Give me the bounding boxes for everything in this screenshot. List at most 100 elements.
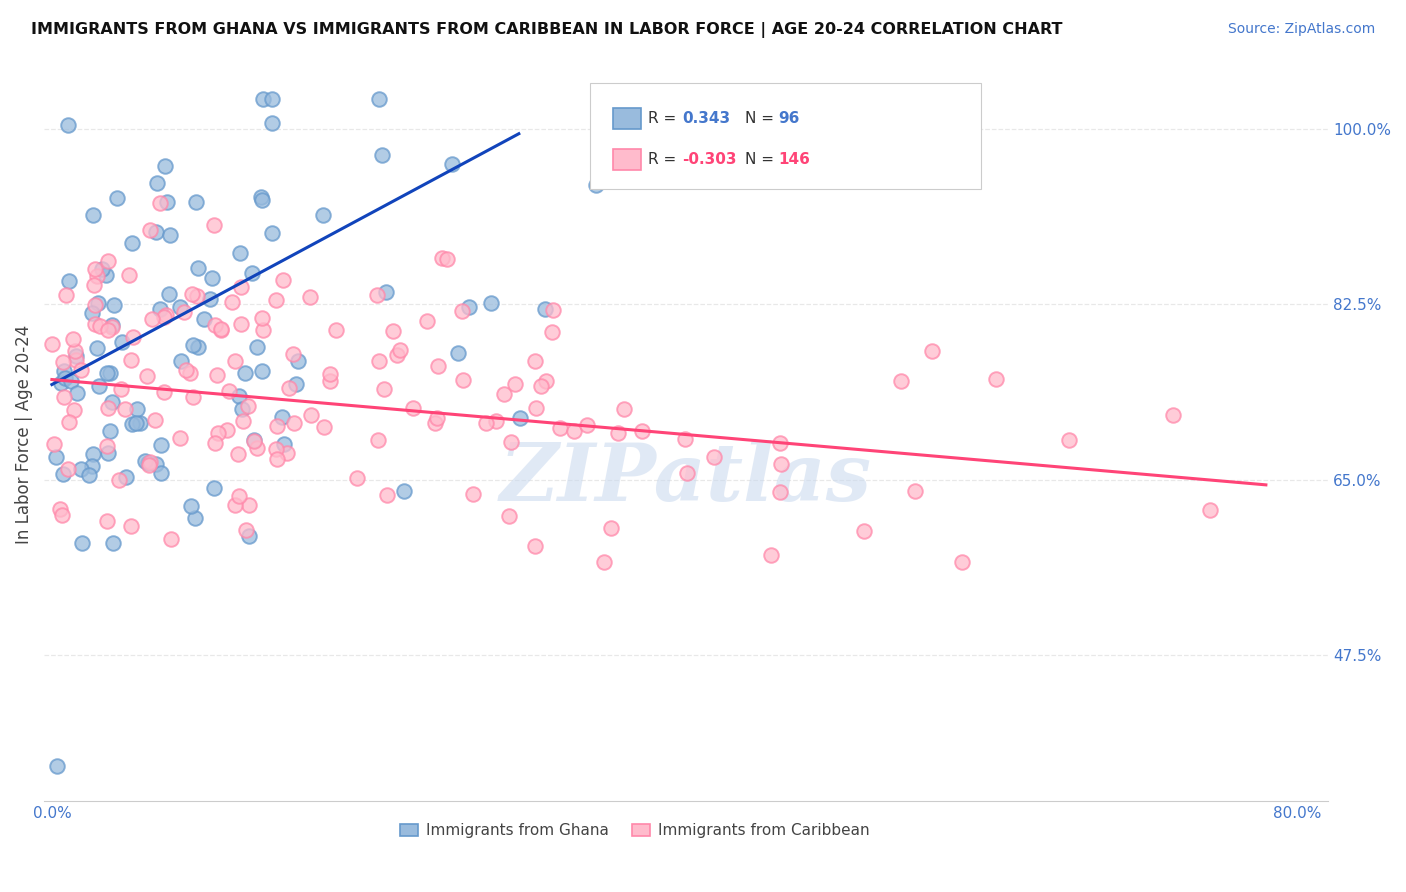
Point xyxy=(86,269,108,284)
Point xyxy=(170,353,193,368)
Point xyxy=(541,303,564,318)
Point xyxy=(184,510,207,524)
Point xyxy=(207,426,229,441)
Point xyxy=(367,354,389,368)
Point xyxy=(51,508,73,523)
Legend: Immigrants from Ghana, Immigrants from Caribbean: Immigrants from Ghana, Immigrants from C… xyxy=(394,817,876,845)
Point xyxy=(59,374,82,388)
Text: N =: N = xyxy=(745,152,779,167)
Point xyxy=(242,433,264,447)
Point xyxy=(416,314,439,328)
Point xyxy=(759,549,782,563)
Point xyxy=(198,292,221,306)
Point xyxy=(769,485,792,500)
Point xyxy=(52,467,75,481)
Point xyxy=(890,374,912,388)
Point xyxy=(70,363,93,377)
Point xyxy=(367,433,389,447)
Point xyxy=(46,759,69,773)
Point xyxy=(153,385,176,400)
Point xyxy=(262,116,284,130)
Point xyxy=(266,419,288,434)
Point xyxy=(62,403,84,417)
Point xyxy=(260,226,283,240)
Point xyxy=(266,452,288,467)
Point xyxy=(209,322,232,336)
Point xyxy=(312,208,335,222)
Point xyxy=(921,344,943,359)
Point xyxy=(207,368,229,382)
Point xyxy=(224,498,246,512)
Point xyxy=(228,447,250,461)
Point xyxy=(503,377,526,392)
Point xyxy=(375,285,398,300)
Point xyxy=(86,341,108,355)
Point xyxy=(271,410,294,425)
Point xyxy=(100,395,122,409)
Point xyxy=(287,354,309,368)
Point xyxy=(319,367,342,381)
Text: R =: R = xyxy=(648,111,681,126)
Point xyxy=(381,324,404,338)
Point xyxy=(58,415,80,429)
Point xyxy=(101,320,124,334)
Point xyxy=(97,446,120,460)
Point xyxy=(84,261,107,276)
Point xyxy=(550,421,572,435)
Point xyxy=(271,273,294,287)
Text: R =: R = xyxy=(648,152,681,167)
Point xyxy=(139,223,162,237)
Point xyxy=(474,416,496,430)
Point xyxy=(534,374,557,388)
Point xyxy=(426,411,449,425)
Point xyxy=(389,343,412,357)
Point xyxy=(1199,503,1222,517)
Point xyxy=(52,355,75,369)
Point xyxy=(613,402,636,417)
Point xyxy=(986,372,1008,386)
Point xyxy=(430,251,453,265)
Point xyxy=(157,286,180,301)
Point xyxy=(96,439,118,453)
Point xyxy=(485,414,508,428)
Point xyxy=(181,287,204,301)
Point xyxy=(98,366,121,380)
Point xyxy=(89,318,111,333)
Point xyxy=(209,323,232,337)
Point xyxy=(276,445,298,459)
Point xyxy=(136,456,159,470)
Point xyxy=(229,279,252,293)
Point xyxy=(260,92,283,106)
Point xyxy=(402,401,425,415)
Point xyxy=(125,401,148,416)
Point xyxy=(118,268,141,282)
Point xyxy=(631,424,654,438)
Point xyxy=(77,468,100,483)
Point xyxy=(98,424,121,438)
Point xyxy=(229,246,252,260)
Point xyxy=(173,304,195,318)
Point xyxy=(950,555,973,569)
Point xyxy=(236,399,259,413)
Point xyxy=(70,461,93,475)
Text: 96: 96 xyxy=(779,111,800,126)
Point xyxy=(45,450,67,465)
Point xyxy=(314,419,336,434)
Point xyxy=(53,364,76,378)
Point xyxy=(150,437,173,451)
Point xyxy=(246,441,269,455)
Point xyxy=(366,288,388,302)
Point xyxy=(153,310,176,325)
Point xyxy=(181,390,204,404)
Point xyxy=(138,458,160,472)
Point xyxy=(530,378,553,392)
Point xyxy=(593,555,616,569)
Point xyxy=(83,298,105,312)
Point xyxy=(58,119,80,133)
Point xyxy=(426,359,449,373)
Point xyxy=(149,196,172,211)
Point xyxy=(155,308,177,322)
Point xyxy=(160,532,183,546)
Point xyxy=(446,346,468,360)
Point xyxy=(181,338,204,352)
